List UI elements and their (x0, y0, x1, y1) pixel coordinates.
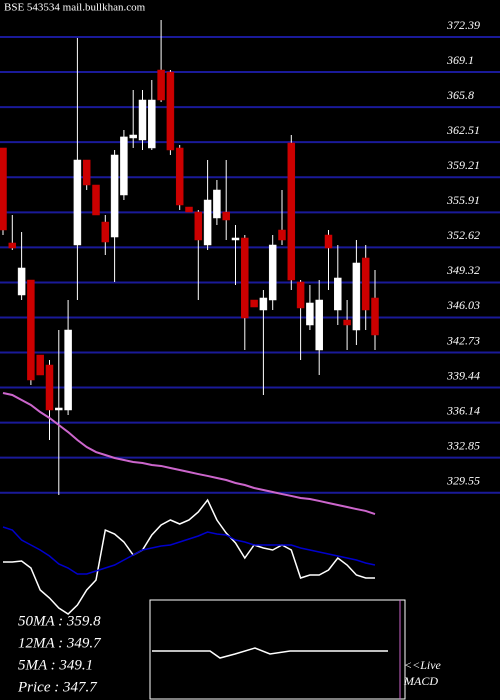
candle-body (222, 211, 230, 221)
candle-body (241, 237, 249, 319)
candle-body (129, 134, 137, 139)
candle-body (17, 267, 26, 296)
candle-body (278, 229, 286, 241)
candle-body (287, 142, 296, 281)
candle-body (148, 99, 156, 149)
candle-body (296, 281, 305, 309)
line (2, 392, 376, 515)
y-tick-label: 365.8 (446, 88, 474, 102)
macd-label: MACD (403, 674, 438, 688)
candle-body (110, 154, 119, 238)
line (2, 526, 376, 575)
candle-body (27, 279, 35, 381)
y-tick-label: 372.39 (446, 18, 480, 32)
candle-body (101, 221, 110, 243)
candle-body (315, 299, 323, 351)
y-tick-label: 342.73 (446, 333, 480, 347)
candle-body (64, 329, 72, 411)
y-tick-label: 362.51 (446, 123, 480, 137)
legend-entry: 50MA : 359.8 (18, 613, 101, 629)
candle-body (268, 244, 277, 301)
candle-body (120, 136, 128, 196)
y-tick-label: 346.03 (446, 298, 480, 312)
y-tick-label: 349.32 (446, 263, 480, 277)
candle-body (306, 302, 314, 326)
candle-body (175, 147, 184, 206)
candle-body (371, 297, 379, 336)
candle-body (8, 242, 17, 249)
candle-body (55, 407, 63, 411)
candle-body (231, 237, 240, 241)
candle-body (82, 159, 91, 186)
legend-entry: 12MA : 349.7 (18, 635, 102, 651)
y-tick-label: 332.85 (446, 438, 480, 452)
y-tick-label: 355.91 (446, 193, 480, 207)
y-tick-label: 339.44 (446, 368, 480, 382)
macd-box (149, 599, 406, 700)
candle-body (157, 69, 165, 101)
candle-body (343, 319, 351, 326)
candle-body (203, 199, 212, 246)
macd-label: <<Live (404, 658, 442, 672)
y-tick-label: 329.55 (446, 474, 480, 488)
candle-body (194, 211, 203, 241)
macd-line (152, 647, 388, 659)
candle-body (0, 147, 7, 231)
candle-body (352, 262, 361, 331)
candle-body (250, 299, 258, 308)
candle-body (361, 257, 370, 311)
y-tick-label: 336.14 (446, 403, 480, 417)
candle-body (92, 184, 100, 216)
candle-body (36, 354, 44, 376)
candle-body (138, 99, 147, 141)
candle-body (334, 277, 342, 311)
grid: 372.39 369.1 365.8 362.51 359.21 355.91 352.62… (0, 18, 500, 494)
candle-body (45, 364, 54, 411)
y-tick-label: 352.62 (446, 228, 480, 242)
candle-body (73, 159, 82, 246)
candle-body (213, 189, 221, 219)
candle-body (324, 234, 333, 249)
line (3, 498, 375, 615)
y-tick-label: 369.1 (446, 53, 474, 67)
candle-body (166, 71, 175, 151)
candle-body (259, 297, 268, 311)
chart-title: BSE 543534 mail.bullkhan.com (4, 2, 146, 14)
y-tick-label: 359.21 (446, 158, 480, 172)
candle-body (185, 206, 193, 213)
legend-entry: Price : 347.7 (17, 679, 98, 695)
legend-entry: 5MA : 349.1 (18, 657, 93, 673)
marks (0, 20, 379, 615)
